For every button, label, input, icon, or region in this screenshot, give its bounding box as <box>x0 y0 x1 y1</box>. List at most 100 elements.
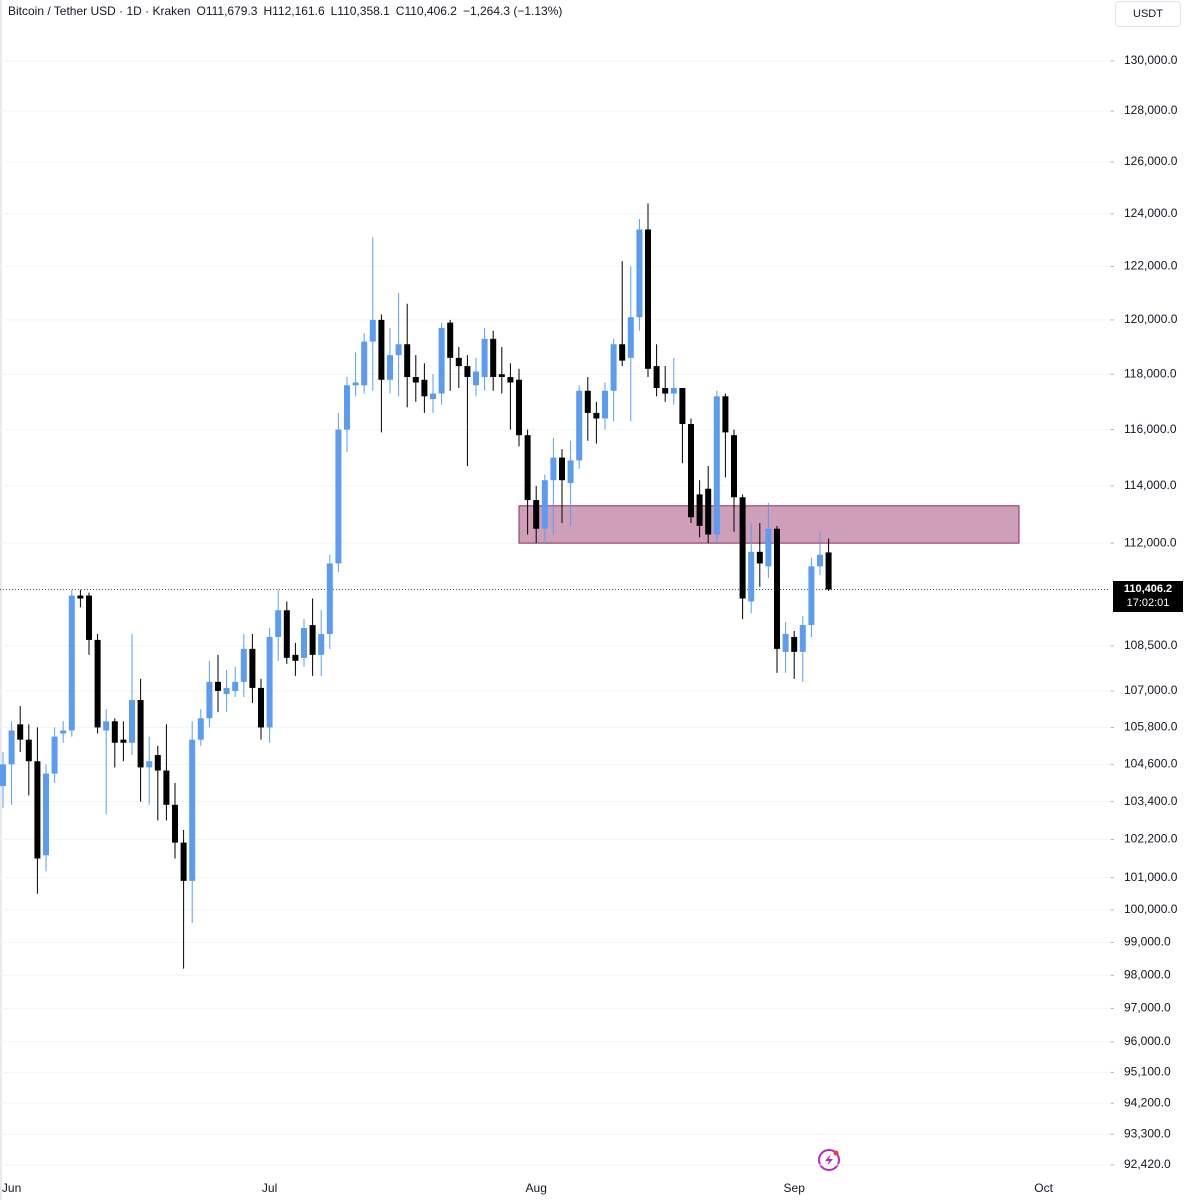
x-tick-label: Sep <box>784 1181 806 1195</box>
candle-body <box>765 528 772 567</box>
candle-body <box>223 687 230 694</box>
y-tick-label: 120,000.0 <box>1124 312 1178 326</box>
candle-body <box>240 648 247 682</box>
candle-body <box>430 393 436 400</box>
ohlc-open: O111,679.3 <box>196 4 258 18</box>
icon-ring <box>818 1149 840 1171</box>
y-tick-label: 96,000.0 <box>1124 1034 1171 1048</box>
candle-body <box>309 625 316 655</box>
y-tick-label: 97,000.0 <box>1124 1001 1171 1015</box>
candle-body <box>68 595 75 731</box>
candle-body <box>111 721 118 743</box>
ohlc-high: H112,161.6 <box>263 4 325 18</box>
candle-body <box>266 636 273 728</box>
y-tick-label: 93,300.0 <box>1124 1126 1171 1140</box>
candle-body <box>335 429 342 564</box>
candle-body <box>387 355 393 380</box>
candle-body <box>172 804 178 843</box>
y-tick-label: 102,200.0 <box>1124 832 1178 846</box>
candle-body <box>490 338 497 378</box>
symbol-title: Bitcoin / Tether USD · 1D · Kraken <box>8 4 191 18</box>
candle-body <box>825 552 832 590</box>
candle-body <box>146 761 153 768</box>
candle-body <box>86 595 92 640</box>
candle-body <box>215 681 221 691</box>
ohlc-change: −1,264.3 (−1.13%) <box>462 4 563 18</box>
candle-body <box>17 724 24 740</box>
last-price-tag: 110,406.2 17:02:01 <box>1113 581 1183 612</box>
candle-body <box>258 687 264 728</box>
symbol-header: Bitcoin / Tether USD · 1D · Kraken O111,6… <box>8 4 568 18</box>
candle-body <box>473 371 479 386</box>
candle-body <box>180 842 187 881</box>
candle-body <box>103 721 110 731</box>
last-price-label: 110,406.2 <box>1123 583 1173 595</box>
candle-body <box>438 327 445 394</box>
candles <box>0 203 832 969</box>
countdown: 17:02:01 <box>1126 597 1170 609</box>
candle-body <box>791 636 798 652</box>
candle-body <box>137 700 144 768</box>
candle-body <box>292 654 299 661</box>
candle-body <box>51 736 58 774</box>
candle-body <box>748 551 755 602</box>
candle-body <box>636 229 643 318</box>
candle-body <box>447 322 454 358</box>
candle-body <box>739 497 746 599</box>
candle-body <box>645 229 651 369</box>
candle-body <box>610 344 617 391</box>
candle-body <box>421 379 428 397</box>
candle-body <box>602 390 608 419</box>
candle-body <box>799 625 806 652</box>
icon-bolt <box>825 1154 833 1166</box>
candle-body <box>412 377 419 383</box>
candle-body <box>94 639 101 728</box>
candle-body <box>197 718 204 740</box>
candle-body <box>77 595 84 599</box>
zone-layer <box>0 505 1110 591</box>
candle-body <box>756 551 763 564</box>
candle-body <box>541 480 548 529</box>
y-tick-label: 116,000.0 <box>1124 422 1177 436</box>
x-tick-label: Oct <box>1034 1181 1053 1195</box>
candle-body <box>275 610 282 637</box>
candle-body <box>576 390 583 461</box>
y-tick-label: 108,500.0 <box>1124 638 1178 652</box>
candle-body <box>507 377 514 383</box>
candle-body <box>163 770 170 805</box>
y-tick-label: 94,200.0 <box>1124 1095 1171 1109</box>
candle-body <box>206 681 213 719</box>
y-tick-label: 103,400.0 <box>1124 794 1178 808</box>
candle-body <box>404 344 411 378</box>
candle-body <box>232 681 239 691</box>
candle-body <box>774 528 780 649</box>
candle-body <box>567 460 574 484</box>
candle-body <box>481 338 488 378</box>
y-tick-label: 100,000.0 <box>1124 902 1178 916</box>
y-tick-label: 101,000.0 <box>1124 870 1178 884</box>
candle-body <box>455 357 462 367</box>
candle-body <box>524 435 531 501</box>
y-tick-label: 122,000.0 <box>1124 259 1178 273</box>
y-tick-label: 114,000.0 <box>1124 478 1177 492</box>
grid <box>0 60 1110 1166</box>
candle-body <box>154 755 161 771</box>
candle-body <box>8 730 15 765</box>
candle-body <box>782 633 789 652</box>
flash-icon[interactable] <box>818 1149 840 1171</box>
y-tick-label: 92,420.0 <box>1124 1157 1171 1171</box>
candle-body <box>318 633 325 655</box>
candle-body <box>731 435 737 498</box>
candle-body <box>25 739 32 762</box>
candle-body <box>627 317 634 358</box>
x-tick-label: Jun <box>2 1181 21 1195</box>
y-tick-label: 118,000.0 <box>1124 366 1177 380</box>
candle-body <box>670 388 677 394</box>
candle-body <box>705 488 712 535</box>
currency-button[interactable]: USDT <box>1115 1 1181 27</box>
y-tick-label: 95,100.0 <box>1124 1065 1171 1079</box>
candle-body <box>559 457 565 481</box>
y-tick-label: 124,000.0 <box>1124 206 1178 220</box>
